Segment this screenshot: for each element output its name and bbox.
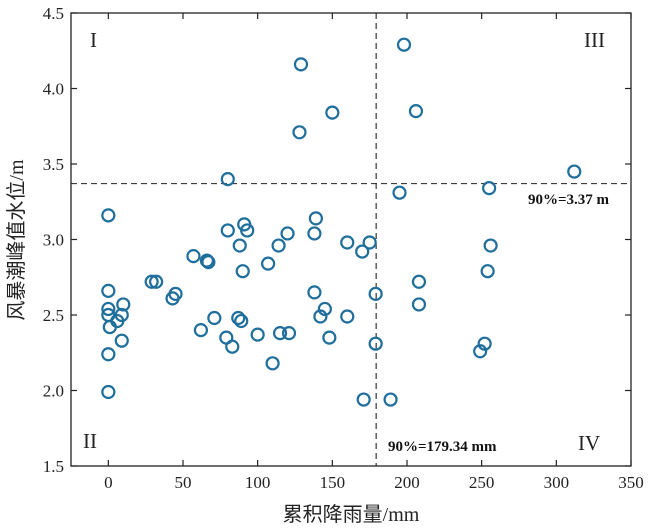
data-point bbox=[144, 274, 159, 289]
data-point bbox=[199, 253, 214, 268]
data-point bbox=[186, 249, 201, 264]
data-point bbox=[340, 235, 355, 250]
data-point bbox=[368, 336, 383, 351]
data-point bbox=[114, 333, 129, 348]
data-point bbox=[101, 384, 116, 400]
x-tick-label: 150 bbox=[320, 473, 346, 492]
plot-frame bbox=[70, 12, 632, 467]
y-threshold-label: 90%=3.37 m bbox=[528, 192, 610, 208]
tick-labels: 0 50 100 150 200 250 300 350 1.5 2.0 2.5 3.0 3.5 4.0 4… bbox=[43, 4, 644, 492]
data-point bbox=[480, 264, 495, 279]
x-tick-label: 100 bbox=[245, 473, 271, 492]
data-points bbox=[101, 37, 582, 407]
quadrant-label-ii: II bbox=[83, 429, 97, 453]
data-point bbox=[234, 313, 249, 329]
axis-ticks bbox=[71, 12, 632, 467]
x-tick-label: 0 bbox=[104, 473, 113, 492]
data-point bbox=[473, 344, 488, 359]
data-point bbox=[362, 235, 377, 250]
data-point bbox=[235, 264, 250, 279]
data-point bbox=[272, 326, 288, 341]
data-point bbox=[265, 356, 280, 371]
data-point bbox=[101, 301, 116, 317]
data-point bbox=[368, 286, 383, 301]
data-point bbox=[201, 255, 216, 270]
x-tick-label: 200 bbox=[394, 473, 420, 492]
data-point bbox=[149, 274, 164, 289]
data-point bbox=[307, 226, 322, 241]
data-point bbox=[232, 238, 247, 253]
x-tick-label: 250 bbox=[469, 473, 495, 492]
data-point bbox=[408, 104, 424, 119]
data-point bbox=[355, 244, 370, 259]
y-tick-label: 3.0 bbox=[43, 231, 64, 250]
data-point bbox=[220, 172, 235, 187]
x-threshold-label: 90%=179.34 mm bbox=[388, 439, 497, 455]
x-tick-label: 300 bbox=[544, 473, 570, 492]
data-point bbox=[225, 339, 240, 354]
data-point bbox=[292, 125, 307, 140]
data-point bbox=[308, 211, 324, 226]
data-point bbox=[207, 310, 222, 326]
y-tick-label: 4.0 bbox=[43, 80, 64, 99]
data-point bbox=[261, 256, 276, 271]
x-tick-label: 350 bbox=[618, 473, 644, 492]
data-point bbox=[340, 309, 355, 324]
data-point bbox=[193, 323, 209, 338]
data-point bbox=[307, 285, 322, 300]
data-point bbox=[281, 326, 297, 341]
quadrant-label-iii: III bbox=[584, 28, 605, 52]
data-point bbox=[280, 226, 295, 241]
data-point bbox=[293, 57, 309, 72]
quadrant-label-i: I bbox=[90, 28, 97, 52]
y-tick-label: 3.5 bbox=[43, 155, 64, 174]
y-tick-label: 4.5 bbox=[43, 4, 64, 23]
data-point bbox=[322, 330, 337, 345]
data-point bbox=[411, 274, 427, 289]
data-point bbox=[231, 310, 246, 326]
data-point bbox=[101, 208, 116, 223]
data-point bbox=[313, 309, 328, 324]
data-point bbox=[477, 336, 492, 351]
data-point bbox=[325, 105, 340, 120]
data-point bbox=[411, 297, 427, 312]
data-point bbox=[250, 327, 265, 342]
data-point bbox=[220, 223, 235, 238]
data-point bbox=[483, 238, 498, 253]
data-point bbox=[101, 283, 116, 298]
data-point bbox=[271, 238, 286, 253]
y-tick-label: 2.5 bbox=[43, 306, 64, 325]
data-point bbox=[567, 164, 582, 179]
data-point bbox=[392, 185, 407, 200]
data-point bbox=[317, 301, 332, 317]
data-point bbox=[240, 223, 255, 238]
data-point bbox=[101, 347, 116, 362]
x-tick-label: 50 bbox=[175, 473, 192, 492]
x-axis-title: 累积降雨量/mm bbox=[283, 503, 420, 526]
y-tick-label: 1.5 bbox=[43, 457, 64, 476]
data-point bbox=[168, 286, 183, 301]
data-point bbox=[396, 37, 412, 52]
data-point bbox=[116, 297, 131, 312]
y-axis-title: 风暴潮峰值水位/m bbox=[5, 159, 28, 321]
quadrant-label-iv: IV bbox=[578, 431, 600, 455]
data-point bbox=[482, 181, 497, 196]
y-tick-label: 2.0 bbox=[43, 382, 64, 401]
data-point bbox=[383, 392, 398, 407]
data-point bbox=[356, 392, 371, 407]
data-point bbox=[114, 307, 129, 323]
